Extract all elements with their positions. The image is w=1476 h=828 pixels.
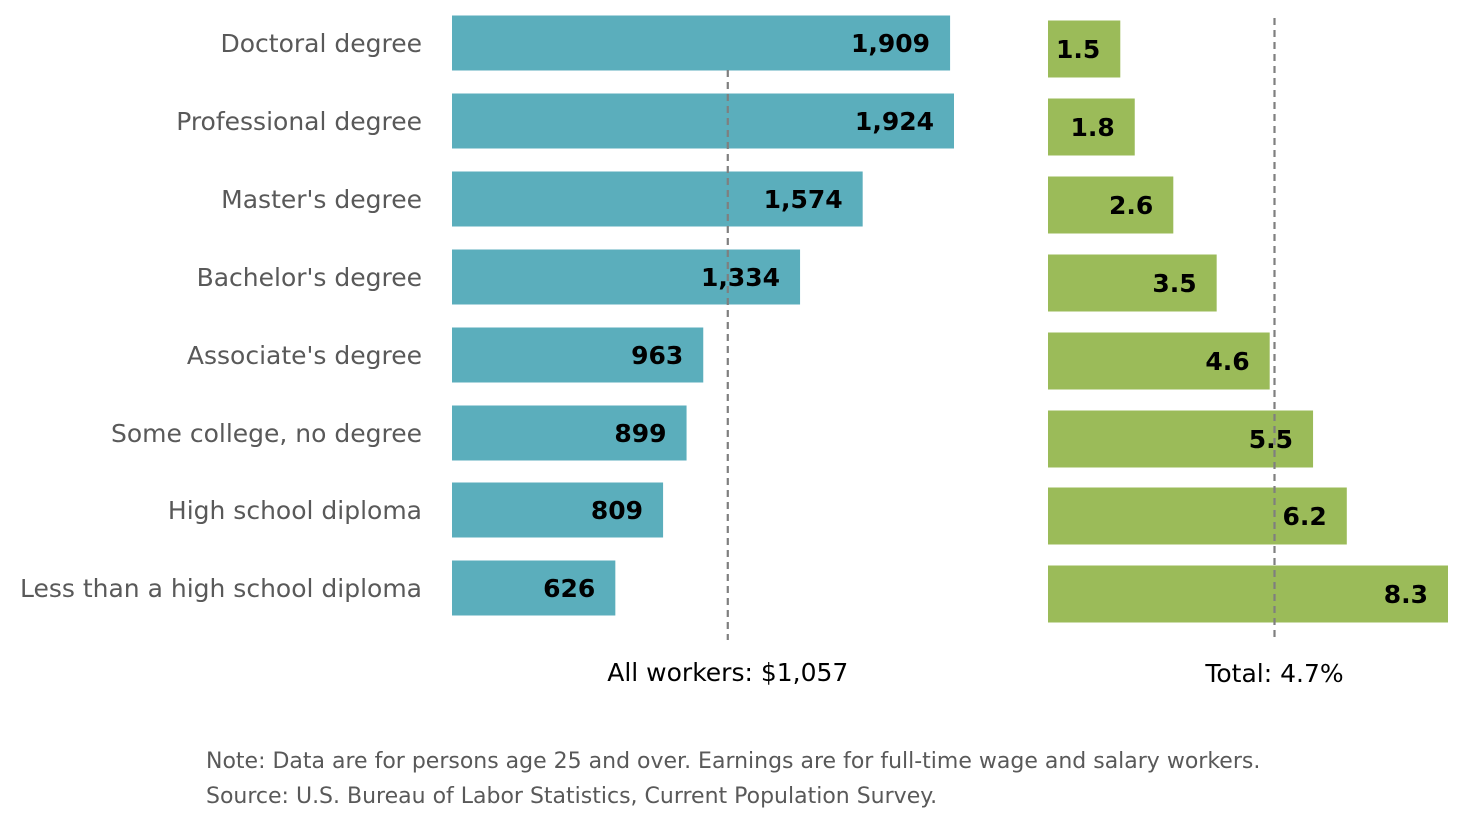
earnings-value-label-less-than-a-high-school-diploma: 626 (543, 574, 595, 603)
category-label-doctoral-degree: Doctoral degree (221, 29, 423, 58)
earnings-value-label-professional-degree: 1,924 (855, 107, 934, 136)
category-label-some-college-no-degree: Some college, no degree (111, 419, 422, 448)
earnings-reference-label: All workers: $1,057 (607, 658, 848, 687)
category-label-high-school-diploma: High school diploma (168, 496, 422, 525)
earnings-bar-associate-s-degree (452, 327, 704, 383)
earnings-bar-panel: All workers: $1,057 1,909 1,924 1,574 1,334… (452, 15, 954, 687)
category-label-associate-s-degree: Associate's degree (187, 341, 422, 370)
unemployment-value-label-master-s-degree: 2.6 (1109, 191, 1153, 220)
earnings-bar-bachelor-s-degree (452, 249, 801, 305)
unemployment-bar-associate-s-degree (1048, 332, 1270, 390)
unemployment-value-label-less-than-a-high-school-diploma: 8.3 (1384, 580, 1428, 609)
unemployment-value-label-high-school-diploma: 6.2 (1282, 502, 1326, 531)
unemployment-bar-doctoral-degree (1048, 20, 1121, 78)
earnings-value-label-master-s-degree: 1,574 (764, 185, 843, 214)
category-label-master-s-degree: Master's degree (221, 185, 422, 214)
category-label-professional-degree: Professional degree (176, 107, 422, 136)
unemployment-value-label-associate-s-degree: 4.6 (1205, 347, 1249, 376)
unemployment-bar-bachelor-s-degree (1048, 254, 1217, 312)
earnings-value-label-doctoral-degree: 1,909 (851, 29, 930, 58)
unemployment-bar-less-than-a-high-school-diploma (1048, 565, 1448, 623)
category-labels: Doctoral degree Professional degree Master… (20, 29, 422, 603)
unemployment-bar-master-s-degree (1048, 176, 1174, 234)
earnings-value-label-high-school-diploma: 809 (591, 496, 643, 525)
unemployment-bar-panel: Total: 4.7% 1.5 1.8 2.6 3.5 4.6 5.5 6.2 8.3 (1048, 18, 1448, 688)
earnings-bar-less-than-a-high-school-diploma (452, 560, 616, 616)
category-label-bachelor-s-degree: Bachelor's degree (197, 263, 422, 292)
unemployment-reference-label: Total: 4.7% (1204, 659, 1343, 688)
earnings-value-label-bachelor-s-degree: 1,334 (701, 263, 780, 292)
earnings-bar-professional-degree (452, 93, 954, 149)
source-text: Source: U.S. Bureau of Labor Statistics,… (206, 784, 938, 809)
earnings-value-label-some-college-no-degree: 899 (614, 419, 666, 448)
earnings-bar-master-s-degree (452, 171, 863, 227)
note-text: Note: Data are for persons age 25 and ov… (206, 749, 1261, 774)
earnings-bar-some-college-no-degree (452, 405, 687, 461)
earnings-bar-high-school-diploma (452, 482, 664, 538)
unemployment-value-label-bachelor-s-degree: 3.5 (1152, 269, 1196, 298)
unemployment-bar-professional-degree (1048, 98, 1135, 156)
unemployment-value-label-doctoral-degree: 1.5 (1056, 35, 1100, 64)
unemployment-value-label-some-college-no-degree: 5.5 (1249, 425, 1293, 454)
unemployment-value-label-professional-degree: 1.8 (1070, 113, 1114, 142)
earnings-bar-doctoral-degree (452, 15, 951, 71)
earnings-value-label-associate-s-degree: 963 (631, 341, 683, 370)
category-label-less-than-a-high-school-diploma: Less than a high school diploma (20, 574, 422, 603)
unemployment-bar-some-college-no-degree (1048, 410, 1314, 468)
unemployment-bar-high-school-diploma (1048, 487, 1347, 545)
